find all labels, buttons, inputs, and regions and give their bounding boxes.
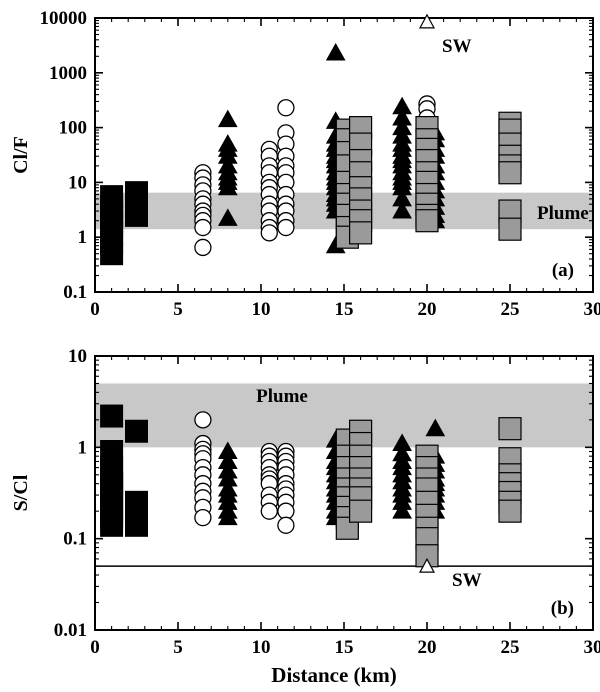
y-tick-label: 10: [68, 346, 87, 367]
gray-square-point: [349, 221, 373, 245]
panel-label: (b): [551, 598, 574, 619]
x-tick-label: 0: [90, 299, 100, 320]
gray-square-point: [498, 161, 522, 185]
filled-triangle-point: [425, 418, 446, 437]
y-tick-label: 0.1: [63, 282, 87, 303]
x-tick-label: 10: [252, 299, 271, 320]
sw-label: SW: [452, 570, 482, 591]
open-circle-point: [260, 502, 278, 520]
gray-square-point: [498, 217, 522, 241]
panel-a: 0.1 1 10 100 1000 10000 0 5 10 15 20 25 30 Cl/F (a) Plu…: [10, 8, 600, 320]
filled-triangle-point: [217, 507, 238, 526]
x-tick-label: 20: [418, 299, 437, 320]
filled-square-point: [100, 242, 124, 266]
y-tick-label: 100: [59, 118, 88, 139]
filled-square-point: [100, 404, 124, 428]
gray-square-point: [415, 209, 439, 233]
gray-square-point: [498, 499, 522, 523]
x-tick-label: 20: [418, 637, 437, 658]
filled-triangle-point: [325, 42, 346, 61]
plume-label: Plume: [256, 386, 308, 407]
open-circle-point: [194, 411, 212, 429]
open-circle-point: [194, 508, 212, 527]
x-tick-label: 0: [90, 637, 100, 658]
y-tick-label: 0.01: [54, 620, 87, 641]
open-circle-point: [194, 238, 212, 257]
x-axis-label: Distance (km): [271, 663, 396, 687]
open-circle-point: [260, 224, 278, 242]
filled-square-point: [125, 203, 148, 227]
gray-square-point: [498, 417, 522, 441]
filled-square-point: [125, 419, 148, 443]
filled-triangle-point: [217, 208, 238, 226]
y-axis-label: S/Cl: [10, 474, 32, 511]
y-tick-label: 1000: [49, 63, 87, 84]
sw-point: [418, 13, 436, 29]
y-tick-label: 1: [78, 437, 88, 458]
y-tick-label: 10: [68, 172, 87, 193]
gray-square-point: [349, 499, 373, 523]
sw-point: [418, 557, 436, 573]
x-tick-label: 25: [501, 637, 520, 658]
filled-triangle-point: [217, 177, 238, 196]
sw-label: SW: [442, 36, 472, 57]
x-tick-label: 30: [584, 637, 600, 658]
open-circle-point: [194, 218, 212, 237]
open-circle-point: [277, 218, 295, 237]
y-axis-label: Cl/F: [10, 136, 32, 174]
y-tick-label: 10000: [40, 8, 88, 29]
open-circle-point: [277, 99, 295, 117]
y-tick-label: 1: [78, 227, 88, 248]
x-tick-label: 15: [335, 637, 354, 658]
x-tick-label: 30: [584, 299, 600, 320]
y-tick-label: 0.1: [63, 529, 87, 550]
filled-triangle-point: [392, 201, 412, 219]
open-circle-point: [277, 516, 295, 534]
x-tick-label: 5: [173, 299, 183, 320]
panel-label: (a): [552, 260, 574, 281]
filled-triangle-point: [392, 501, 412, 519]
plume-label: Plume: [537, 203, 589, 224]
panel-b: 0.01 0.1 1 10 0 5 10 15 20 25 30 S/Cl Distance (km) (…: [10, 346, 600, 687]
x-tick-label: 25: [501, 299, 520, 320]
filled-square-point: [100, 513, 124, 537]
x-tick-label: 15: [335, 299, 354, 320]
filled-square-point: [125, 513, 148, 537]
x-tick-label: 10: [252, 637, 271, 658]
filled-triangle-point: [217, 109, 238, 128]
x-tick-label: 5: [173, 637, 183, 658]
